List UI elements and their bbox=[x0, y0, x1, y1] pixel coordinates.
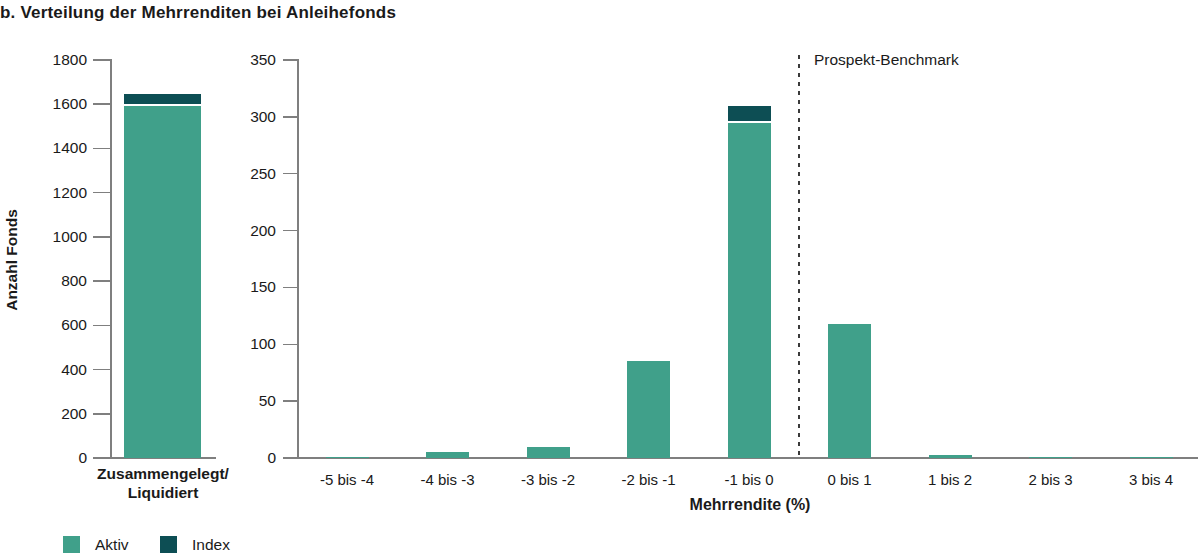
benchmark-annotation-label: Prospekt-Benchmark bbox=[814, 51, 959, 69]
y-tick-label: 1200 bbox=[27, 184, 87, 202]
y-tick-mark bbox=[93, 280, 110, 282]
x-axis-title: Mehrrendite (%) bbox=[600, 496, 900, 514]
y-tick-mark bbox=[283, 344, 297, 346]
y-tick-label: 50 bbox=[216, 392, 276, 410]
category-label-left: Zusammengelegt/ Liquidiert bbox=[78, 464, 248, 503]
x-category-label: -2 bis -1 bbox=[601, 471, 697, 489]
bar-aktiv bbox=[828, 324, 871, 458]
bar-aktiv bbox=[728, 123, 771, 458]
bar-aktiv bbox=[527, 447, 570, 458]
y-tick-mark bbox=[283, 400, 297, 402]
y-axis-line bbox=[297, 59, 299, 459]
bar-aktiv bbox=[627, 361, 670, 458]
y-tick-mark bbox=[93, 413, 110, 415]
y-tick-mark bbox=[93, 236, 110, 238]
legend-label-aktiv: Aktiv bbox=[95, 536, 129, 554]
x-category-label: -3 bis -2 bbox=[500, 471, 596, 489]
y-tick-label: 350 bbox=[216, 51, 276, 69]
bar-aktiv bbox=[929, 455, 972, 458]
y-tick-label: 200 bbox=[27, 405, 87, 423]
y-tick-label: 100 bbox=[216, 335, 276, 353]
y-tick-label: 1600 bbox=[27, 95, 87, 113]
y-tick-label: 200 bbox=[216, 222, 276, 240]
bar-index bbox=[728, 106, 771, 121]
bar-aktiv bbox=[1029, 457, 1072, 458]
bar-aktiv bbox=[1130, 457, 1173, 458]
bar-aktiv bbox=[326, 457, 369, 458]
y-tick-mark bbox=[283, 287, 297, 289]
bar-index bbox=[124, 94, 201, 104]
x-category-label: 2 bis 3 bbox=[1003, 471, 1099, 489]
y-tick-mark bbox=[93, 148, 110, 150]
y-tick-mark bbox=[283, 116, 297, 118]
y-tick-mark bbox=[93, 369, 110, 371]
y-tick-mark bbox=[93, 59, 110, 61]
bar-aktiv bbox=[124, 106, 201, 458]
y-tick-label: 1400 bbox=[27, 139, 87, 157]
x-category-label: -4 bis -3 bbox=[400, 471, 496, 489]
y-tick-mark bbox=[283, 230, 297, 232]
y-tick-label: 250 bbox=[216, 165, 276, 183]
x-category-label: 1 bis 2 bbox=[902, 471, 998, 489]
y-tick-mark bbox=[283, 173, 297, 175]
y-tick-label: 600 bbox=[27, 316, 87, 334]
legend-swatch-aktiv bbox=[63, 536, 80, 553]
legend-label-index: Index bbox=[192, 536, 230, 554]
x-category-label: 3 bis 4 bbox=[1103, 471, 1199, 489]
x-category-label: -1 bis 0 bbox=[701, 471, 797, 489]
legend-swatch-index bbox=[160, 536, 177, 553]
y-tick-mark bbox=[283, 59, 297, 61]
y-tick-label: 400 bbox=[27, 361, 87, 379]
y-tick-label: 800 bbox=[27, 272, 87, 290]
y-axis-line bbox=[110, 59, 112, 459]
y-tick-label: 300 bbox=[216, 108, 276, 126]
chart-canvas: b. Verteilung der Mehrrenditen bei Anlei… bbox=[0, 0, 1200, 557]
benchmark-dashed-line bbox=[798, 55, 800, 458]
y-tick-mark bbox=[93, 325, 110, 327]
x-category-label: -5 bis -4 bbox=[299, 471, 395, 489]
y-tick-label: 150 bbox=[216, 278, 276, 296]
y-tick-mark bbox=[93, 192, 110, 194]
x-category-label: 0 bis 1 bbox=[802, 471, 898, 489]
y-tick-label: 1000 bbox=[27, 228, 87, 246]
y-tick-label: 1800 bbox=[27, 51, 87, 69]
bar-aktiv bbox=[426, 452, 469, 458]
y-tick-mark bbox=[93, 103, 110, 105]
